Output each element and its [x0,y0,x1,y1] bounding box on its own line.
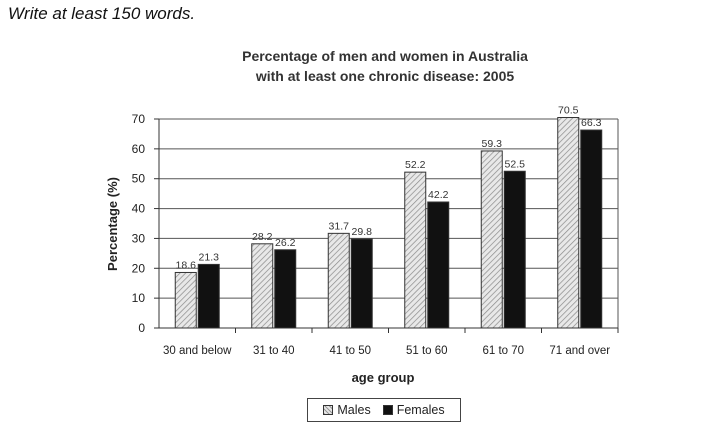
data-label: 66.3 [581,117,602,129]
x-tick-label: 31 to 40 [253,345,295,357]
bar-females [350,238,373,329]
data-label: 18.6 [176,259,197,271]
legend-label-females: Females [396,403,445,417]
data-label: 21.3 [199,251,220,263]
y-tick-label: 10 [132,291,146,305]
gridlines [159,118,618,299]
y-axis-label: Percentage (%) [105,177,120,271]
bar-males [251,243,274,329]
bar-males [480,150,503,329]
y-tick-label: 30 [132,231,146,245]
data-label: 29.8 [352,226,373,238]
x-tick-label: 51 to 60 [406,345,448,357]
y-tick-label: 20 [132,261,146,275]
bar-females [274,249,297,329]
data-label: 31.7 [329,220,350,232]
y-tick-label: 40 [132,202,146,216]
data-label: 70.5 [558,105,579,117]
bar-females [197,263,220,329]
data-label: 52.5 [505,158,526,170]
bar-males [404,171,427,329]
x-tick-label: 30 and below [163,345,232,357]
data-label: 28.2 [252,231,273,243]
chart-legend: Males Females [307,398,461,422]
y-tick-label: 70 [132,112,146,126]
chart-title-line-2: with at least one chronic disease: 2005 [255,68,515,84]
legend-item-females: Females [382,403,445,417]
x-tick-label: 71 and over [549,345,610,357]
bar-males [327,232,350,329]
males-swatch-icon [323,405,334,415]
y-tick-label: 60 [132,142,146,156]
chart-title-line-1: Percentage of men and women in Australia [242,48,528,64]
data-label: 52.2 [405,159,426,171]
bars: 18.621.3 28.2 26.2 31.7 29.8 52.2 42.2 59.352.5… [174,105,603,329]
females-swatch-icon [382,405,393,415]
bar-females [503,170,526,329]
instruction-text: Write at least 150 words. [8,4,196,23]
y-tick-label: 50 [132,172,146,186]
data-label: 42.2 [428,189,449,201]
data-label: 26.2 [275,237,296,249]
bar-males [174,271,197,329]
x-tick-label: 41 to 50 [329,345,371,357]
y-tick-label: 0 [138,321,145,335]
bar-females [427,201,450,329]
axes: 0 10 20 30 40 50 60 70 30 and below 31 to 40 41 to… [132,112,619,357]
legend-label-males: Males [337,403,371,417]
bar-females [580,129,603,329]
x-tick-label: 61 to 70 [482,345,524,357]
legend-item-males: Males [323,403,371,417]
x-axis-label: age group [352,370,415,385]
bar-males [557,117,580,329]
data-label: 59.3 [482,138,503,150]
